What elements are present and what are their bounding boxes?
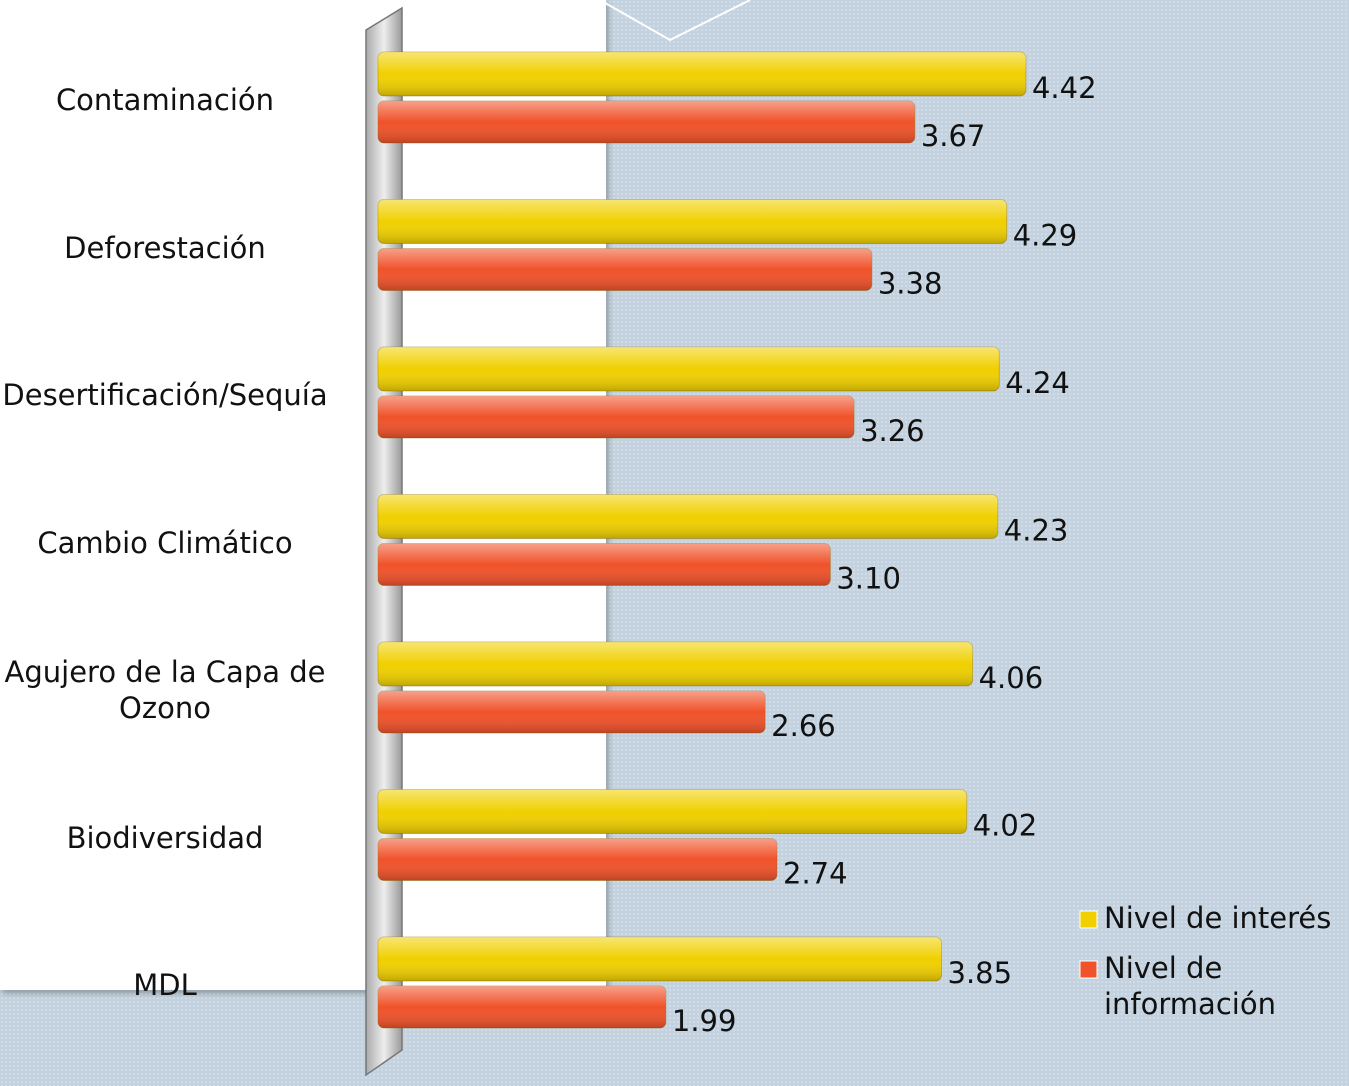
bar-shine bbox=[378, 396, 855, 438]
value-label: 4.24 bbox=[1005, 366, 1070, 400]
axis-wall bbox=[365, 6, 403, 1077]
value-label: 4.23 bbox=[1004, 514, 1069, 548]
value-label: 4.42 bbox=[1032, 71, 1097, 105]
y-tick-label: Agujero de la Capa de Ozono bbox=[4, 655, 326, 725]
decoration bbox=[599, 0, 751, 42]
value-label: 3.38 bbox=[878, 267, 943, 301]
value-label: 4.02 bbox=[973, 809, 1038, 843]
bar-shine bbox=[378, 937, 942, 981]
bar-shine bbox=[378, 789, 967, 834]
value-label: 4.06 bbox=[979, 661, 1044, 695]
value-label: 1.99 bbox=[672, 1004, 737, 1038]
legend-swatch bbox=[1079, 910, 1098, 929]
legend-label: Nivel de interés bbox=[1104, 901, 1332, 935]
bar-shine bbox=[378, 52, 1026, 96]
y-tick-label: Contaminación bbox=[55, 83, 275, 117]
value-label: 3.85 bbox=[948, 956, 1013, 990]
y-tick-label: MDL bbox=[133, 968, 197, 1002]
y-tick-label: Deforestación bbox=[64, 230, 266, 265]
y-tick-label: Desertificación/Sequía bbox=[2, 378, 328, 412]
legend-swatch bbox=[1079, 960, 1098, 979]
value-label: 3.10 bbox=[836, 562, 901, 596]
bar-shine bbox=[378, 101, 915, 143]
y-tick-label: Biodiversidad bbox=[66, 820, 264, 855]
value-label: 2.66 bbox=[771, 709, 836, 743]
value-label: 4.29 bbox=[1013, 219, 1078, 253]
bar-shine bbox=[378, 543, 831, 586]
bar-shine bbox=[378, 199, 1007, 244]
value-label: 3.26 bbox=[860, 414, 925, 448]
bar-shine bbox=[378, 642, 973, 686]
value-label: 2.74 bbox=[783, 857, 848, 891]
bar-shine bbox=[378, 691, 766, 733]
value-label: 3.67 bbox=[921, 119, 986, 153]
legend-label: Nivel de información bbox=[1104, 951, 1276, 1021]
bar-shine bbox=[378, 986, 666, 1028]
bar-shine bbox=[378, 248, 872, 291]
bar-shine bbox=[378, 494, 998, 539]
bar-shine bbox=[378, 838, 778, 881]
bar-shine bbox=[378, 347, 1000, 391]
y-tick-label: Cambio Climático bbox=[37, 525, 293, 560]
